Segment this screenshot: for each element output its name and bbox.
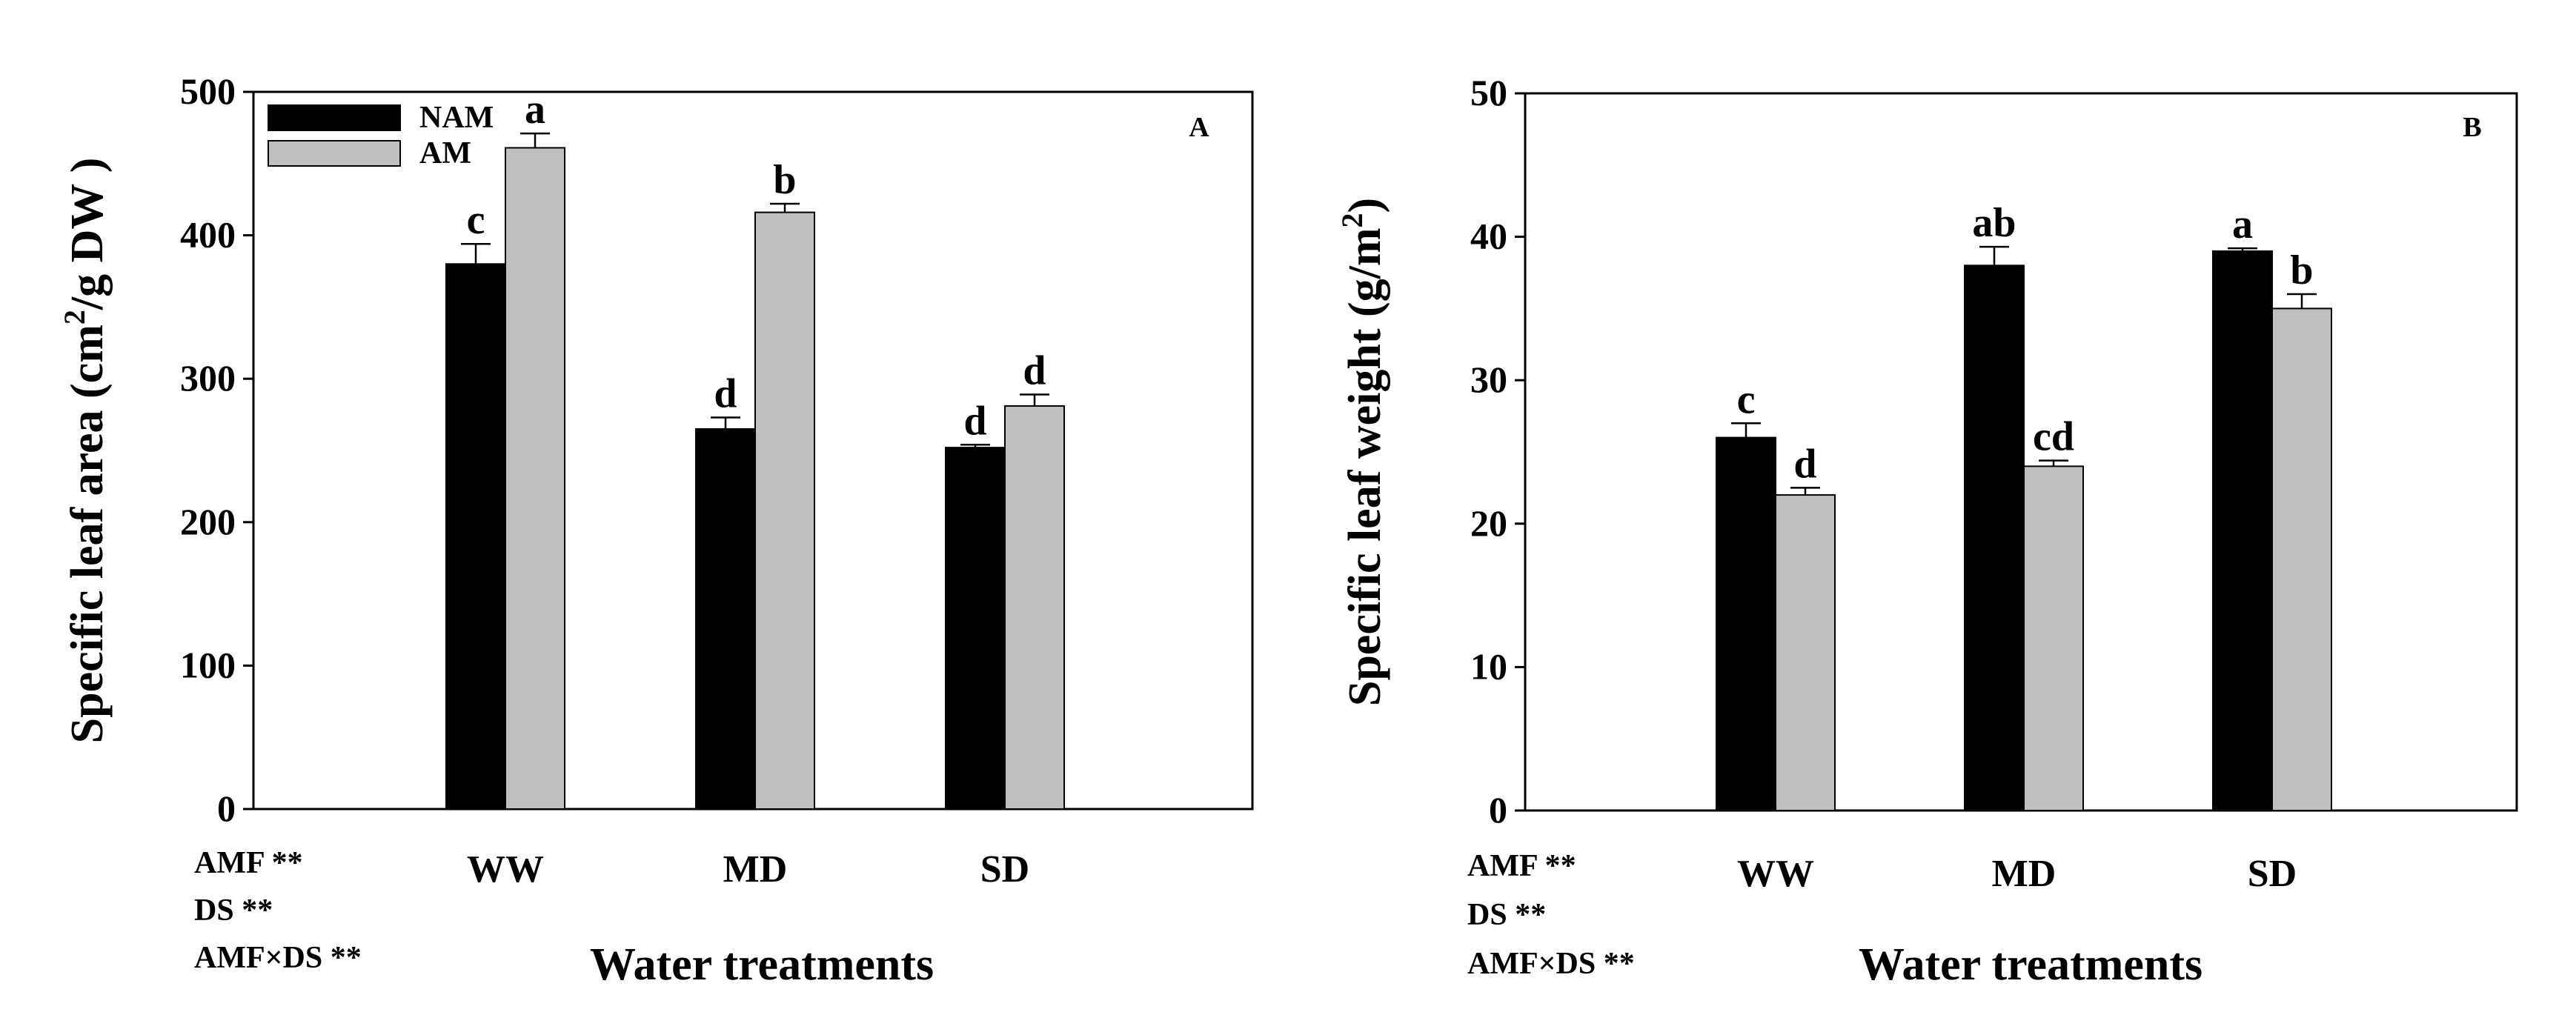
y-tick-label: 40 bbox=[1470, 216, 1507, 257]
y-tick-label: 0 bbox=[217, 788, 236, 829]
panel-b-label: B bbox=[2463, 112, 2481, 143]
bar-nam bbox=[1716, 436, 1776, 811]
significance-letter: d bbox=[714, 370, 737, 416]
panel-a-label: A bbox=[1189, 112, 1209, 143]
panel-a-x-axis-label: Water treatments bbox=[590, 939, 934, 990]
y-tick-label: 500 bbox=[180, 70, 236, 112]
panel-a-stat-ds: DS ** bbox=[194, 893, 273, 928]
panel-a-y-axis-label-end: /g DW ) bbox=[62, 158, 113, 311]
bar-am bbox=[1775, 494, 1836, 812]
significance-letter: d bbox=[1793, 441, 1816, 487]
panel-b-stats: AMF ** DS ** AMF×DS ** bbox=[1467, 849, 1635, 981]
panel-a-y-axis-label-sup: 2 bbox=[58, 310, 91, 325]
x-category-label: SD bbox=[2248, 853, 2297, 895]
legend-am-swatch bbox=[268, 140, 401, 167]
significance-letter: a bbox=[525, 87, 545, 133]
bar-nam bbox=[945, 447, 1006, 810]
x-category-label: MD bbox=[1992, 853, 2057, 895]
x-category-label: WW bbox=[467, 848, 544, 891]
bar-am bbox=[2271, 307, 2332, 811]
panel-b-x-axis-label: Water treatments bbox=[1859, 939, 2202, 990]
panel-b-y-axis-label-end: ) bbox=[1340, 198, 1390, 213]
significance-letter: b bbox=[773, 157, 796, 203]
panel-b: 0 10 20 30 40 50 cd WW ab cd MD ab SD B Specific le… bbox=[1335, 72, 2518, 990]
significance-letter: a bbox=[2232, 202, 2253, 247]
legend-am-label: AM bbox=[419, 136, 471, 170]
significance-letter: c bbox=[467, 197, 485, 243]
y-tick-label: 300 bbox=[180, 357, 236, 399]
panel-b-bars: cd WW ab cd MD ab SD bbox=[1716, 200, 2332, 895]
significance-letter: d bbox=[1023, 347, 1046, 393]
panel-b-stat-amf: AMF ** bbox=[1467, 849, 1576, 883]
y-tick-label: 0 bbox=[1489, 789, 1507, 831]
bar-am bbox=[1004, 405, 1065, 810]
legend-nam-label: NAM bbox=[419, 101, 494, 135]
x-category-label: WW bbox=[1737, 853, 1814, 895]
bar-am bbox=[754, 211, 815, 810]
bar-am bbox=[2023, 465, 2084, 811]
panel-a-y-axis: 0 100 200 300 400 500 bbox=[180, 70, 253, 829]
bar-nam bbox=[695, 427, 756, 810]
y-tick-label: 20 bbox=[1470, 502, 1507, 544]
significance-letter: ab bbox=[1972, 200, 2016, 246]
panel-a-stat-amf: AMF ** bbox=[194, 846, 303, 880]
panel-b-y-axis: 0 10 20 30 40 50 bbox=[1470, 72, 1525, 831]
panel-b-stat-ds: DS ** bbox=[1467, 898, 1546, 932]
significance-letter: c bbox=[1737, 376, 1756, 422]
panel-a-stat-interaction: AMF×DS ** bbox=[194, 941, 362, 975]
y-tick-label: 10 bbox=[1470, 645, 1507, 687]
y-tick-label: 400 bbox=[180, 214, 236, 256]
bar-nam bbox=[445, 263, 506, 810]
panel-a-y-axis-label-main: Specific leaf area (cm bbox=[62, 325, 113, 743]
bar-nam bbox=[2212, 250, 2273, 811]
significance-letter: cd bbox=[2033, 414, 2074, 460]
bar-nam bbox=[1964, 264, 2025, 811]
y-tick-label: 200 bbox=[180, 501, 236, 542]
panel-b-stat-interaction: AMF×DS ** bbox=[1467, 947, 1635, 981]
panel-b-y-axis-label: Specific leaf weight (g/m2) bbox=[1335, 198, 1390, 706]
panel-a-y-axis-label: Specific leaf area (cm2/g DW ) bbox=[58, 158, 113, 744]
panel-b-y-axis-label-sup: 2 bbox=[1335, 213, 1369, 227]
x-category-label: MD bbox=[723, 848, 788, 891]
y-tick-label: 100 bbox=[180, 644, 236, 685]
bar-am bbox=[505, 147, 565, 810]
x-category-label: SD bbox=[980, 848, 1029, 891]
significance-letter: d bbox=[963, 398, 986, 444]
y-tick-label: 30 bbox=[1470, 359, 1507, 400]
panel-a-legend: NAM AM bbox=[268, 101, 494, 170]
significance-letter: b bbox=[2290, 247, 2313, 293]
panel-b-y-axis-label-main: Specific leaf weight (g/m bbox=[1340, 227, 1390, 706]
panel-a-stats: AMF ** DS ** AMF×DS ** bbox=[194, 846, 362, 975]
y-tick-label: 50 bbox=[1470, 72, 1507, 113]
legend-nam-swatch bbox=[268, 104, 401, 131]
